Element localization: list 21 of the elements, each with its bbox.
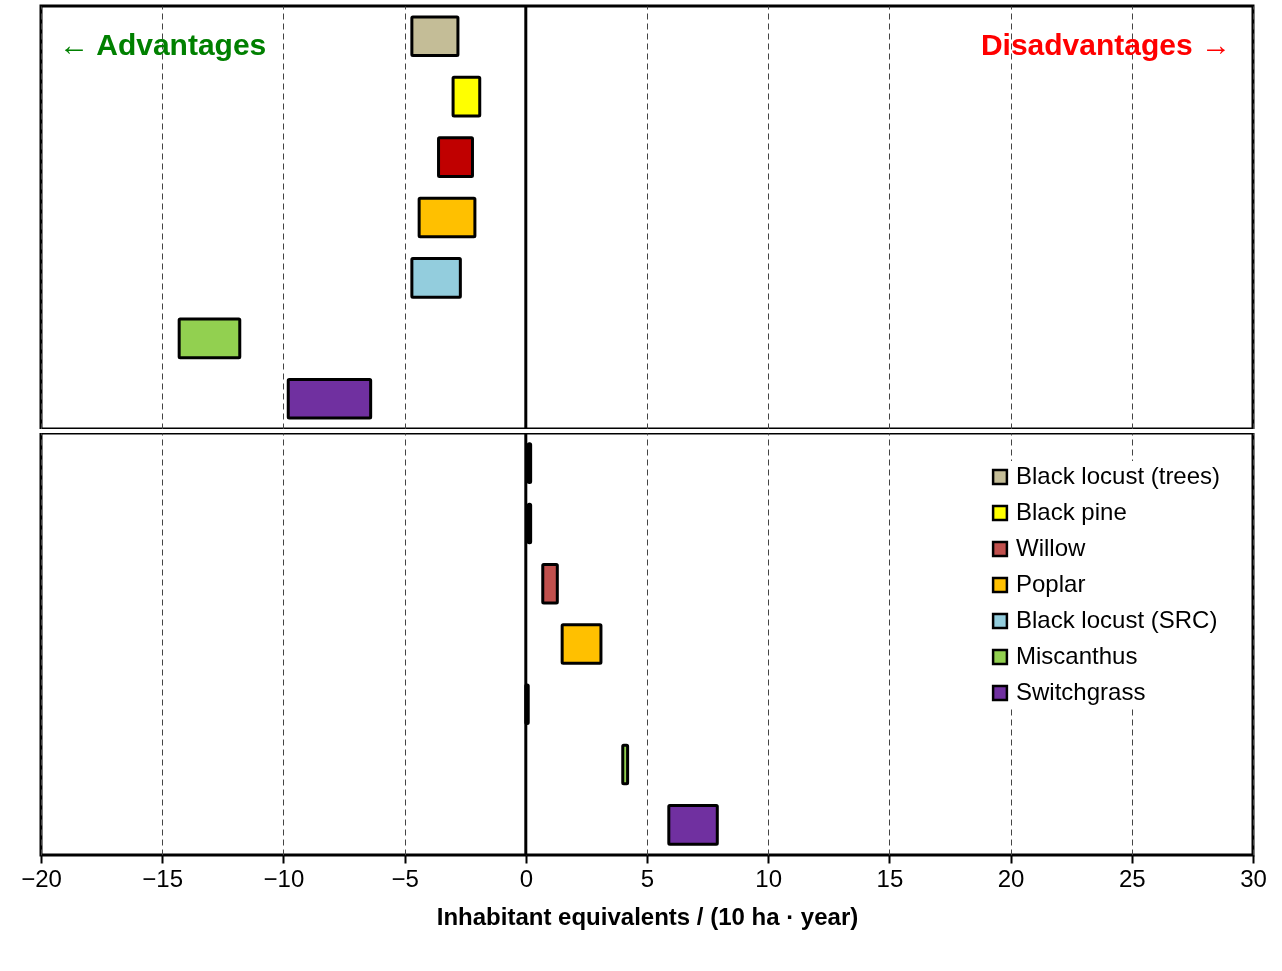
legend-label: Poplar <box>1016 570 1086 597</box>
x-tick-label: 5 <box>640 864 655 892</box>
x-tick-label: 15 <box>876 864 904 892</box>
legend-label: Black locust (SRC) <box>1016 606 1218 633</box>
x-tick-label: 20 <box>997 864 1025 892</box>
x-tick-label: 30 <box>1240 864 1267 892</box>
x-tick-label: −20 <box>21 864 62 892</box>
x-axis-title: Inhabitant equivalents / (10 ha · year) <box>436 902 859 930</box>
legend-label: Miscanthus <box>1016 642 1138 669</box>
x-tick-label: 0 <box>519 864 533 892</box>
annotation: Disadvantages → <box>980 28 1231 61</box>
legend-label: Black locust (trees) <box>1016 462 1221 489</box>
x-tick-label: −10 <box>263 864 305 892</box>
annotation: ← Advantages <box>59 28 267 61</box>
x-tick-label: 25 <box>1118 864 1146 892</box>
x-tick-label: −15 <box>142 864 184 892</box>
legend-label: Switchgrass <box>1016 678 1146 705</box>
x-tick-label: 10 <box>755 864 783 892</box>
x-tick-label: −5 <box>391 864 419 892</box>
legend-label: Willow <box>1016 534 1086 561</box>
legend-label: Black pine <box>1016 498 1127 525</box>
